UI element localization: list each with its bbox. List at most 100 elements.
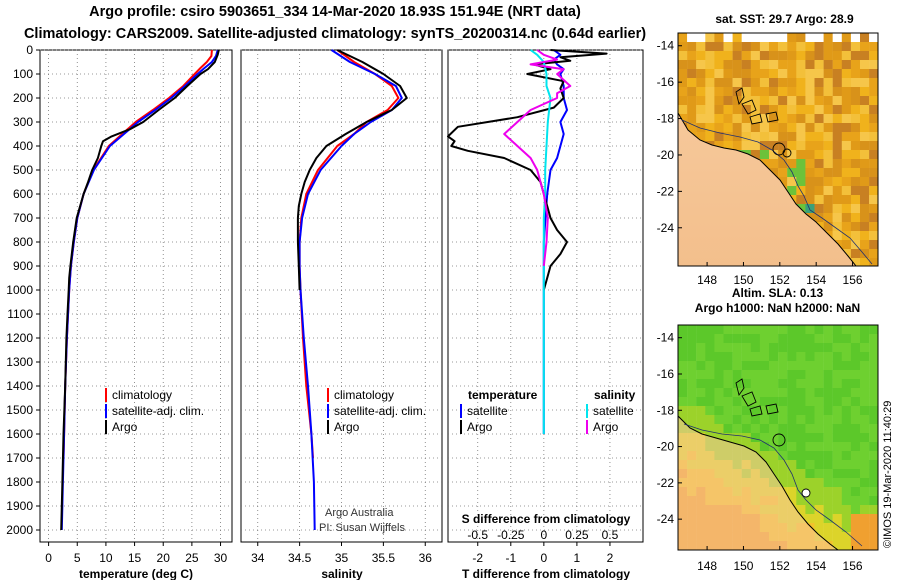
sla-cell <box>841 406 852 416</box>
sst-cell <box>778 96 788 106</box>
sst-cell <box>805 33 815 43</box>
sst-cell <box>759 87 770 97</box>
sst-cell <box>823 51 833 61</box>
sst-cell <box>860 132 870 142</box>
sst-cell <box>732 114 742 124</box>
sst-cell <box>869 177 878 187</box>
sla-cell <box>805 325 815 335</box>
sla-cell <box>769 325 779 335</box>
sla-cell <box>841 541 852 550</box>
sst-cell <box>714 51 724 61</box>
sla-cell <box>687 325 697 335</box>
sla-cell <box>841 415 852 425</box>
sla-cell <box>869 361 878 371</box>
sla-cell <box>787 388 797 398</box>
sst-cell <box>850 150 861 160</box>
sla-cell <box>696 424 706 434</box>
sst-cell <box>841 78 852 88</box>
sst-cell <box>678 42 688 52</box>
sst-cell <box>860 240 870 250</box>
sst-cell <box>850 222 861 232</box>
sst-cell <box>832 114 842 124</box>
sla-cell <box>759 352 770 362</box>
sst-cell <box>823 69 833 79</box>
sst-cell <box>869 114 878 124</box>
sst-cell <box>832 123 842 133</box>
sst-cell <box>750 132 761 142</box>
sst-cell <box>832 204 842 214</box>
sst-cell <box>832 213 842 223</box>
sst-cell <box>723 51 733 61</box>
sla-cell <box>860 487 870 497</box>
sla-cell <box>823 442 833 452</box>
lat-tick-label: -20 <box>657 440 675 454</box>
sla-cell <box>814 433 824 443</box>
sst-cell <box>823 78 833 88</box>
sst-cell <box>850 231 861 241</box>
sla-cell <box>823 451 833 461</box>
sst-cell <box>769 33 779 43</box>
sst-cell <box>850 87 861 97</box>
sla-cell <box>850 424 861 434</box>
legend-t-satellite-label: satellite <box>467 404 508 418</box>
sst-cell <box>850 123 861 133</box>
sst-cell <box>841 33 852 43</box>
series-salinity-satellite-line <box>530 49 552 434</box>
sla-cell <box>759 406 770 416</box>
sla-cell <box>787 334 797 344</box>
sst-cell <box>687 51 697 61</box>
sla-cell <box>741 442 751 452</box>
x-tick-label: 36 <box>419 551 433 565</box>
sst-cell <box>705 105 715 115</box>
depth-tick-label: 1600 <box>6 427 33 441</box>
sla-cell <box>869 487 878 497</box>
sst-cell <box>787 105 797 115</box>
sla-cell <box>850 352 861 362</box>
sst-cell <box>796 123 806 133</box>
sla-cell <box>869 532 878 542</box>
sla-cell <box>750 334 761 344</box>
sst-cell <box>869 132 878 142</box>
depth-tick-label: 1900 <box>6 499 33 513</box>
sla-cell <box>832 361 842 371</box>
difference-legend: temperature salinity satellite Argo sate… <box>460 388 636 434</box>
sst-cell <box>750 60 761 70</box>
legend-s-argo-label: Argo <box>593 420 619 434</box>
lat-tick-label: -22 <box>657 476 675 490</box>
sla-cell <box>805 415 815 425</box>
sst-cell <box>823 114 833 124</box>
sst-cell <box>832 69 842 79</box>
sst-cell <box>714 114 724 124</box>
sst-cell <box>860 96 870 106</box>
sla-cell <box>832 451 842 461</box>
sla-cell <box>787 433 797 443</box>
sst-cell <box>841 141 852 151</box>
sla-cell <box>860 361 870 371</box>
x-tick-label: -1 <box>505 551 516 565</box>
sla-cell <box>778 343 788 353</box>
sst-cell <box>705 42 715 52</box>
sst-cell <box>769 51 779 61</box>
sla-cell <box>814 388 824 398</box>
sst-cell <box>778 33 788 43</box>
sst-cell <box>714 42 724 52</box>
sla-cell <box>796 343 806 353</box>
lon-tick-label: 154 <box>806 559 826 573</box>
sla-cell <box>787 460 797 470</box>
sst-cell <box>841 60 852 70</box>
sst-cell <box>796 195 806 205</box>
sla-cell <box>796 415 806 425</box>
sla-cell <box>741 406 751 416</box>
sst-cell <box>696 78 706 88</box>
sst-cell <box>869 78 878 88</box>
sst-cell <box>741 33 751 43</box>
sla-cell <box>750 352 761 362</box>
sla-cell <box>832 460 842 470</box>
sla-cell <box>814 397 824 407</box>
s-tick-label: -0.5 <box>467 528 488 542</box>
sla-cell <box>750 406 761 416</box>
depth-tick-label: 0 <box>26 43 33 57</box>
sst-cell <box>769 69 779 79</box>
sla-cell <box>741 397 751 407</box>
sst-cell <box>741 60 751 70</box>
